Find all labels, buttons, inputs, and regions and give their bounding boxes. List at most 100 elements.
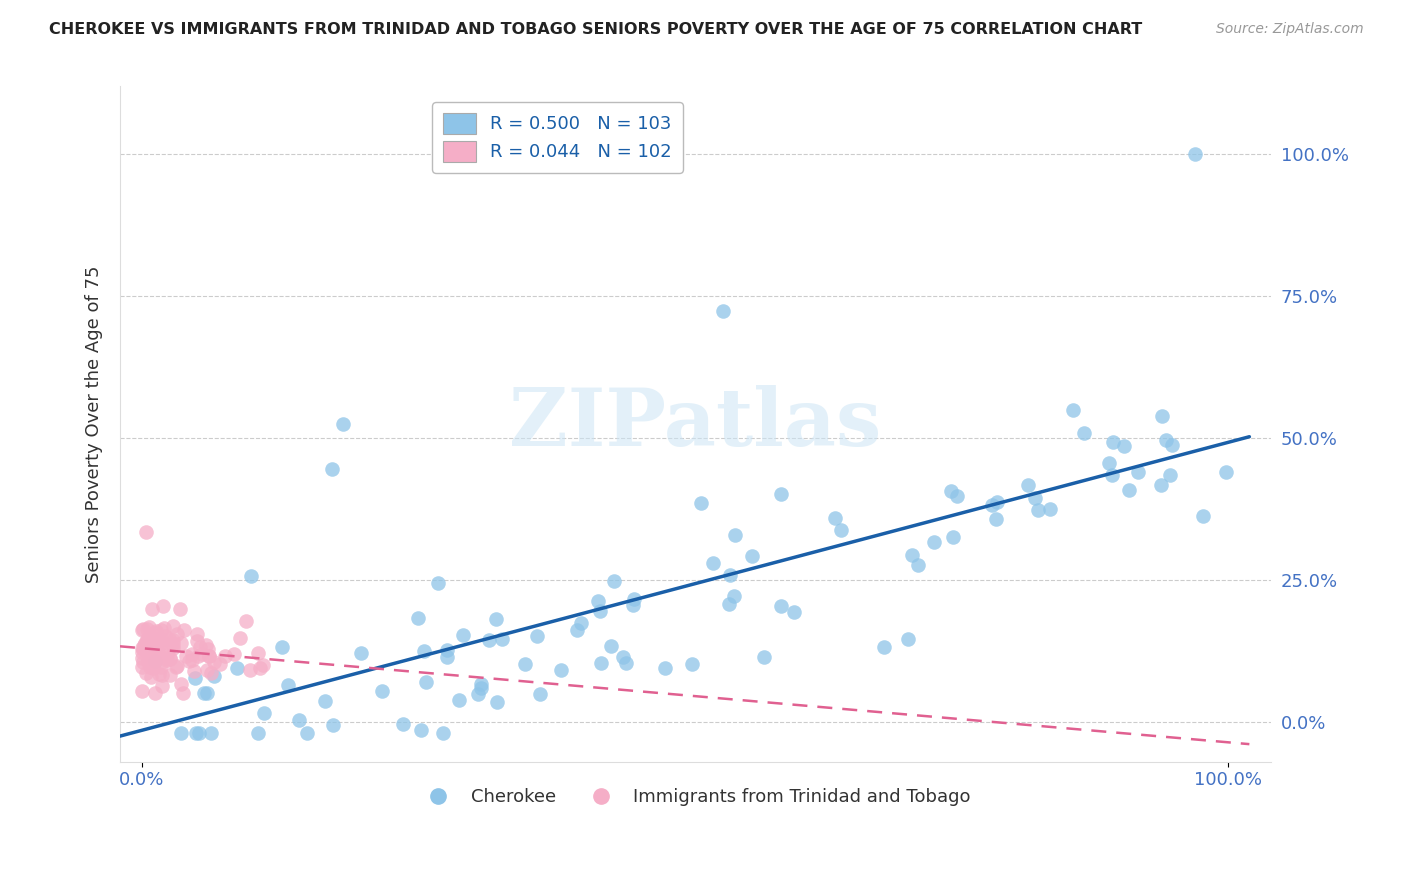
Point xyxy=(1112,439,1135,453)
Point xyxy=(132,623,155,637)
Point xyxy=(470,681,492,696)
Point xyxy=(271,640,294,654)
Point xyxy=(295,726,318,740)
Point xyxy=(200,665,222,680)
Point xyxy=(145,624,167,638)
Point xyxy=(946,489,969,503)
Point xyxy=(166,626,188,640)
Point xyxy=(1154,434,1177,448)
Point xyxy=(249,660,271,674)
Point xyxy=(138,660,160,674)
Text: CHEROKEE VS IMMIGRANTS FROM TRINIDAD AND TOBAGO SENIORS POVERTY OVER THE AGE OF : CHEROKEE VS IMMIGRANTS FROM TRINIDAD AND… xyxy=(49,22,1143,37)
Point xyxy=(741,549,763,564)
Point xyxy=(150,679,173,693)
Point xyxy=(150,655,173,669)
Point xyxy=(153,629,176,643)
Point xyxy=(485,694,508,708)
Point xyxy=(131,624,153,638)
Point xyxy=(159,652,181,666)
Point xyxy=(412,644,434,658)
Point xyxy=(228,631,250,645)
Point xyxy=(922,535,945,549)
Point xyxy=(723,589,745,603)
Point xyxy=(150,660,173,674)
Point xyxy=(179,654,201,668)
Point xyxy=(156,648,179,663)
Point xyxy=(1152,409,1174,424)
Point xyxy=(141,642,163,657)
Point xyxy=(1126,465,1149,479)
Point xyxy=(202,655,225,669)
Point xyxy=(222,648,245,662)
Y-axis label: Seniors Poverty Over the Age of 75: Seniors Poverty Over the Age of 75 xyxy=(86,265,103,582)
Point xyxy=(141,656,163,670)
Point xyxy=(314,694,336,708)
Point xyxy=(478,632,501,647)
Point xyxy=(370,684,392,698)
Text: ZIPatlas: ZIPatlas xyxy=(509,385,882,463)
Point xyxy=(135,524,157,539)
Point xyxy=(146,636,169,650)
Point xyxy=(907,558,929,573)
Point xyxy=(321,462,343,476)
Point xyxy=(198,648,221,663)
Point xyxy=(623,592,645,607)
Point xyxy=(184,671,207,685)
Point xyxy=(166,659,188,673)
Point xyxy=(214,648,236,663)
Point xyxy=(603,574,626,589)
Point xyxy=(135,666,157,681)
Point xyxy=(783,605,806,619)
Point xyxy=(162,641,184,656)
Point xyxy=(131,684,153,698)
Point xyxy=(621,598,644,612)
Point xyxy=(156,653,179,667)
Point xyxy=(984,512,1007,526)
Point xyxy=(1073,426,1095,441)
Point xyxy=(711,303,734,318)
Point xyxy=(142,659,165,673)
Point xyxy=(981,498,1004,512)
Text: Source: ZipAtlas.com: Source: ZipAtlas.com xyxy=(1216,22,1364,37)
Point xyxy=(453,628,475,642)
Point xyxy=(150,668,173,682)
Point xyxy=(1191,508,1213,523)
Point xyxy=(599,640,621,654)
Point xyxy=(288,713,311,727)
Point xyxy=(1215,465,1237,479)
Point xyxy=(183,664,205,678)
Point xyxy=(162,637,184,651)
Point xyxy=(148,667,170,681)
Point xyxy=(770,599,793,614)
Point xyxy=(159,651,181,665)
Point xyxy=(186,626,208,640)
Point xyxy=(187,649,209,664)
Point xyxy=(467,687,489,701)
Point xyxy=(155,651,177,665)
Point xyxy=(225,661,247,675)
Point xyxy=(1028,503,1050,517)
Point xyxy=(1161,438,1184,452)
Point xyxy=(208,657,231,672)
Point xyxy=(170,636,193,650)
Point xyxy=(565,624,588,638)
Point xyxy=(145,648,167,662)
Point xyxy=(131,640,153,655)
Point xyxy=(529,687,551,701)
Point xyxy=(188,726,211,740)
Point xyxy=(470,677,492,691)
Point xyxy=(246,646,269,660)
Point xyxy=(569,616,592,631)
Point xyxy=(752,649,775,664)
Point xyxy=(146,645,169,659)
Point xyxy=(195,638,218,652)
Point xyxy=(415,675,437,690)
Point xyxy=(146,632,169,646)
Point xyxy=(136,655,159,669)
Point xyxy=(181,653,204,667)
Point xyxy=(174,648,197,663)
Point xyxy=(252,658,274,673)
Point xyxy=(131,651,153,665)
Point xyxy=(614,657,637,671)
Point xyxy=(141,661,163,675)
